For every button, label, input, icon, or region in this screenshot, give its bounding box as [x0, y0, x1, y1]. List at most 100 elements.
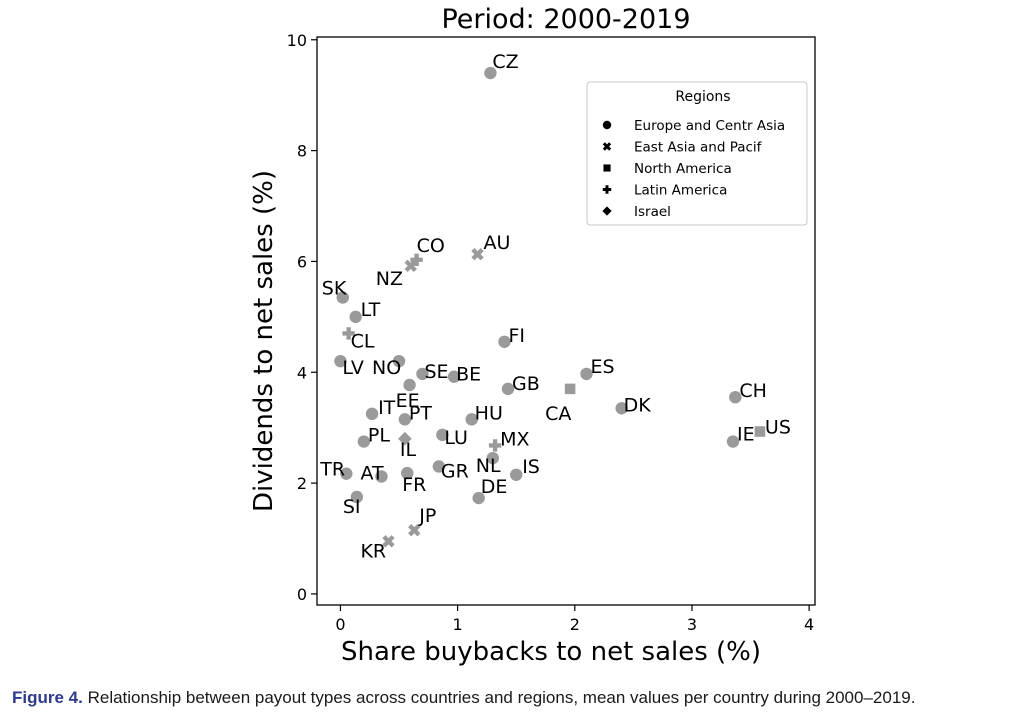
x-tick-label: 4	[804, 615, 814, 634]
data-point-pl	[357, 435, 371, 448]
point-label-dk: DK	[624, 394, 652, 416]
point-label-fr: FR	[402, 474, 426, 496]
data-point-us	[754, 426, 766, 437]
data-point-ca	[564, 383, 576, 395]
point-label-lt: LT	[361, 299, 381, 321]
legend: Regions Europe and Centr Asia East Asia a…	[586, 81, 808, 226]
point-label-fi: FI	[508, 325, 525, 347]
point-label-be: BE	[456, 364, 481, 386]
x-tick-label: 3	[687, 615, 697, 634]
data-point-nz	[404, 259, 417, 273]
legend-entry-label: Europe and Centr Asia	[634, 118, 785, 134]
data-point-lt	[349, 310, 362, 324]
point-label-pt: PT	[409, 402, 432, 424]
data-point-pt	[398, 413, 412, 426]
legend-entry-label: Latin America	[634, 183, 727, 199]
point-label-cl: CL	[351, 330, 375, 352]
point-label-nz: NZ	[376, 268, 403, 290]
point-label-es: ES	[591, 356, 615, 378]
data-point-es	[580, 367, 593, 381]
data-point-co	[410, 253, 423, 266]
data-point-mx	[488, 439, 502, 452]
data-point-lu	[436, 428, 449, 442]
y-tick-label: 8	[297, 142, 307, 161]
data-point-nl	[486, 451, 499, 465]
legend-marker-plus	[602, 185, 612, 194]
data-point-is	[510, 468, 523, 481]
point-label-ie: IE	[737, 424, 755, 446]
data-point-kr	[382, 535, 395, 548]
y-tick-label: 2	[297, 474, 307, 493]
data-point-il	[398, 431, 412, 446]
data-point-au	[471, 248, 484, 261]
caption-text: Relationship between payout types across…	[87, 688, 916, 707]
legend-marker-diamond	[602, 206, 612, 216]
x-tick-label: 2	[570, 615, 580, 634]
x-axis-label: Share buybacks to net sales (%)	[341, 637, 761, 667]
legend-marker-circle	[602, 120, 612, 130]
point-label-gr: GR	[441, 460, 469, 482]
data-point-sk	[336, 291, 349, 304]
data-point-jp	[408, 524, 421, 537]
point-label-mx: MX	[500, 428, 529, 450]
data-point-fr	[401, 466, 414, 480]
data-point-hu	[465, 413, 478, 426]
point-label-gb: GB	[512, 373, 540, 395]
point-label-no: NO	[372, 357, 401, 379]
data-point-fi	[498, 335, 511, 348]
point-label-at: AT	[360, 462, 384, 484]
chart-title: Period: 2000-2019	[441, 4, 690, 35]
data-point-dk	[615, 402, 628, 415]
legend-title: Regions	[675, 89, 730, 105]
point-label-pl: PL	[368, 425, 390, 447]
data-point-cz	[484, 66, 497, 80]
data-point-lv	[334, 354, 347, 368]
y-tick-label: 6	[297, 252, 307, 271]
legend-entry-label: Israel	[634, 204, 671, 220]
point-label-lv: LV	[342, 357, 364, 379]
point-label-nl: NL	[476, 455, 501, 477]
point-label-au: AU	[484, 232, 511, 254]
point-label-ca: CA	[545, 403, 571, 425]
point-label-il: IL	[400, 439, 417, 461]
point-label-it: IT	[378, 397, 396, 419]
point-label-cz: CZ	[492, 51, 518, 73]
figure-caption: Figure 4. Relationship between payout ty…	[12, 688, 1017, 708]
point-label-sk: SK	[322, 277, 347, 299]
data-point-ee	[403, 378, 416, 392]
legend-marker-square	[603, 164, 611, 172]
data-point-it	[365, 407, 379, 421]
data-point-gb	[501, 382, 515, 396]
caption-label: Figure 4.	[12, 688, 83, 707]
point-label-si: SI	[343, 496, 361, 518]
data-points: CZ SK LT LV NO SE BE EE FI GB ES DK CH IE IT PT HU PL LU NL…	[319, 51, 791, 562]
point-label-ee: EE	[396, 390, 420, 412]
data-point-gr	[432, 460, 446, 473]
y-tick-label: 0	[297, 585, 307, 604]
data-point-se	[416, 367, 429, 381]
data-point-at	[375, 470, 388, 483]
data-point-tr	[340, 467, 353, 480]
point-label-se: SE	[424, 361, 448, 383]
y-tick-label: 10	[287, 31, 307, 50]
point-label-co: CO	[417, 235, 445, 257]
data-point-de	[472, 491, 485, 505]
x-tick-label: 0	[335, 615, 345, 634]
legend-entry-label: East Asia and Pacif	[634, 140, 763, 156]
data-point-si	[350, 490, 364, 504]
x-tick-label: 1	[453, 615, 463, 634]
point-label-kr: KR	[360, 540, 386, 562]
data-point-be	[447, 370, 461, 383]
data-point-ie	[726, 435, 740, 448]
y-axis-label: Dividends to net sales (%)	[249, 170, 279, 512]
data-point-cl	[342, 327, 355, 340]
point-label-jp: JP	[418, 505, 436, 527]
axis-ticks: 0 1 2 3 4 0 2 4 6 8 10	[287, 31, 815, 634]
point-label-hu: HU	[475, 402, 503, 424]
point-label-lu: LU	[444, 427, 468, 449]
data-point-no	[392, 354, 406, 368]
point-label-ch: CH	[739, 380, 767, 402]
legend-box	[586, 81, 808, 226]
point-label-is: IS	[522, 456, 540, 478]
point-label-tr: TR	[319, 459, 345, 481]
